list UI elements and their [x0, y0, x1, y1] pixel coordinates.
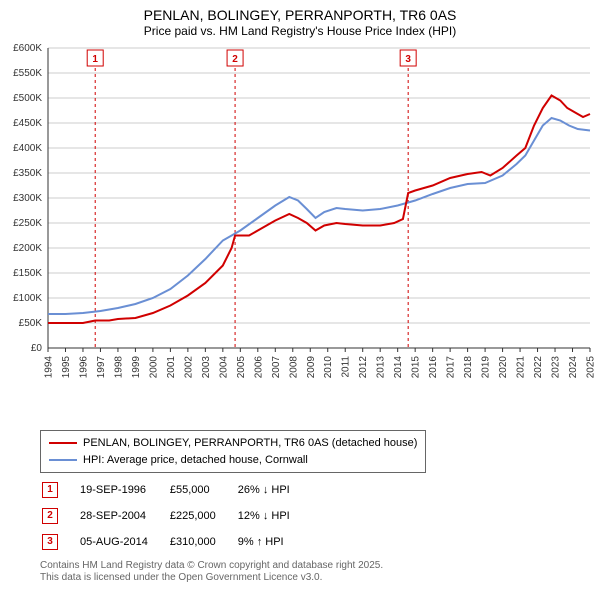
note-badge: 2	[42, 508, 58, 524]
note-date: 19-SEP-1996	[80, 478, 168, 502]
svg-text:2011: 2011	[341, 355, 352, 377]
svg-text:2020: 2020	[498, 355, 509, 378]
svg-text:1998: 1998	[113, 355, 124, 378]
table-row: 2 28-SEP-2004£225,00012% ↓ HPI	[42, 504, 310, 528]
svg-text:£500K: £500K	[13, 93, 42, 104]
note-price: £225,000	[170, 504, 236, 528]
svg-text:2003: 2003	[201, 355, 212, 378]
svg-text:2016: 2016	[428, 355, 439, 378]
svg-text:2008: 2008	[288, 355, 299, 378]
attribution: Contains HM Land Registry data © Crown c…	[40, 560, 383, 584]
svg-text:2017: 2017	[446, 355, 457, 378]
svg-text:1999: 1999	[131, 355, 142, 378]
svg-text:1994: 1994	[44, 355, 55, 378]
svg-text:2004: 2004	[218, 355, 229, 378]
svg-text:£0: £0	[31, 343, 43, 354]
attribution-line-1: Contains HM Land Registry data © Crown c…	[40, 560, 383, 572]
svg-text:2007: 2007	[271, 355, 282, 378]
note-delta: 12% ↓ HPI	[238, 504, 310, 528]
svg-text:£200K: £200K	[13, 243, 42, 254]
legend-row: HPI: Average price, detached house, Corn…	[49, 452, 417, 469]
svg-text:2002: 2002	[183, 355, 194, 378]
svg-text:2009: 2009	[306, 355, 317, 378]
svg-text:£250K: £250K	[13, 218, 42, 229]
svg-text:1995: 1995	[61, 355, 72, 378]
svg-text:2021: 2021	[516, 355, 527, 378]
legend-label: PENLAN, BOLINGEY, PERRANPORTH, TR6 0AS (…	[83, 435, 417, 452]
svg-text:2: 2	[232, 54, 238, 65]
svg-text:2012: 2012	[358, 355, 369, 378]
legend-swatch	[49, 459, 77, 461]
attribution-line-2: This data is licensed under the Open Gov…	[40, 572, 383, 584]
svg-text:2014: 2014	[393, 355, 404, 378]
svg-text:1: 1	[92, 54, 98, 65]
svg-text:£450K: £450K	[13, 118, 42, 129]
note-price: £55,000	[170, 478, 236, 502]
series-line	[48, 95, 590, 323]
svg-text:2005: 2005	[236, 355, 247, 378]
svg-text:£600K: £600K	[13, 43, 42, 54]
note-badge: 1	[42, 482, 58, 498]
transactions-table: 1 19-SEP-1996£55,00026% ↓ HPI 2 28-SEP-2004…	[40, 476, 312, 556]
svg-text:2018: 2018	[463, 355, 474, 378]
svg-text:2000: 2000	[148, 355, 159, 378]
svg-text:1997: 1997	[96, 355, 107, 378]
svg-text:3: 3	[405, 54, 411, 65]
svg-text:2006: 2006	[253, 355, 264, 378]
svg-text:2022: 2022	[533, 355, 544, 378]
legend-swatch	[49, 442, 77, 444]
svg-text:£150K: £150K	[13, 268, 42, 279]
svg-text:2023: 2023	[551, 355, 562, 378]
legend: PENLAN, BOLINGEY, PERRANPORTH, TR6 0AS (…	[40, 430, 426, 473]
svg-text:£550K: £550K	[13, 68, 42, 79]
note-date: 05-AUG-2014	[80, 530, 168, 554]
svg-text:2001: 2001	[166, 355, 177, 378]
svg-text:£350K: £350K	[13, 168, 42, 179]
svg-text:2019: 2019	[481, 355, 492, 378]
table-row: 1 19-SEP-1996£55,00026% ↓ HPI	[42, 478, 310, 502]
svg-text:2013: 2013	[376, 355, 387, 378]
table-row: 3 05-AUG-2014£310,0009% ↑ HPI	[42, 530, 310, 554]
svg-text:2025: 2025	[586, 355, 597, 378]
legend-label: HPI: Average price, detached house, Corn…	[83, 452, 308, 469]
legend-row: PENLAN, BOLINGEY, PERRANPORTH, TR6 0AS (…	[49, 435, 417, 452]
series-line	[48, 118, 590, 314]
svg-text:2010: 2010	[323, 355, 334, 378]
chart-title: PENLAN, BOLINGEY, PERRANPORTH, TR6 0AS	[0, 6, 600, 24]
svg-text:£50K: £50K	[19, 318, 43, 329]
svg-text:1996: 1996	[78, 355, 89, 378]
note-delta: 9% ↑ HPI	[238, 530, 310, 554]
price-chart: £0 £50K £100K £150K £200K £250K £300K £350K £400…	[0, 40, 600, 420]
note-price: £310,000	[170, 530, 236, 554]
svg-text:£300K: £300K	[13, 193, 42, 204]
svg-text:2015: 2015	[411, 355, 422, 378]
svg-text:£100K: £100K	[13, 293, 42, 304]
note-badge: 3	[42, 534, 58, 550]
chart-subtitle: Price paid vs. HM Land Registry's House …	[0, 24, 600, 40]
svg-text:£400K: £400K	[13, 143, 42, 154]
svg-text:2024: 2024	[568, 355, 579, 378]
note-delta: 26% ↓ HPI	[238, 478, 310, 502]
note-date: 28-SEP-2004	[80, 504, 168, 528]
